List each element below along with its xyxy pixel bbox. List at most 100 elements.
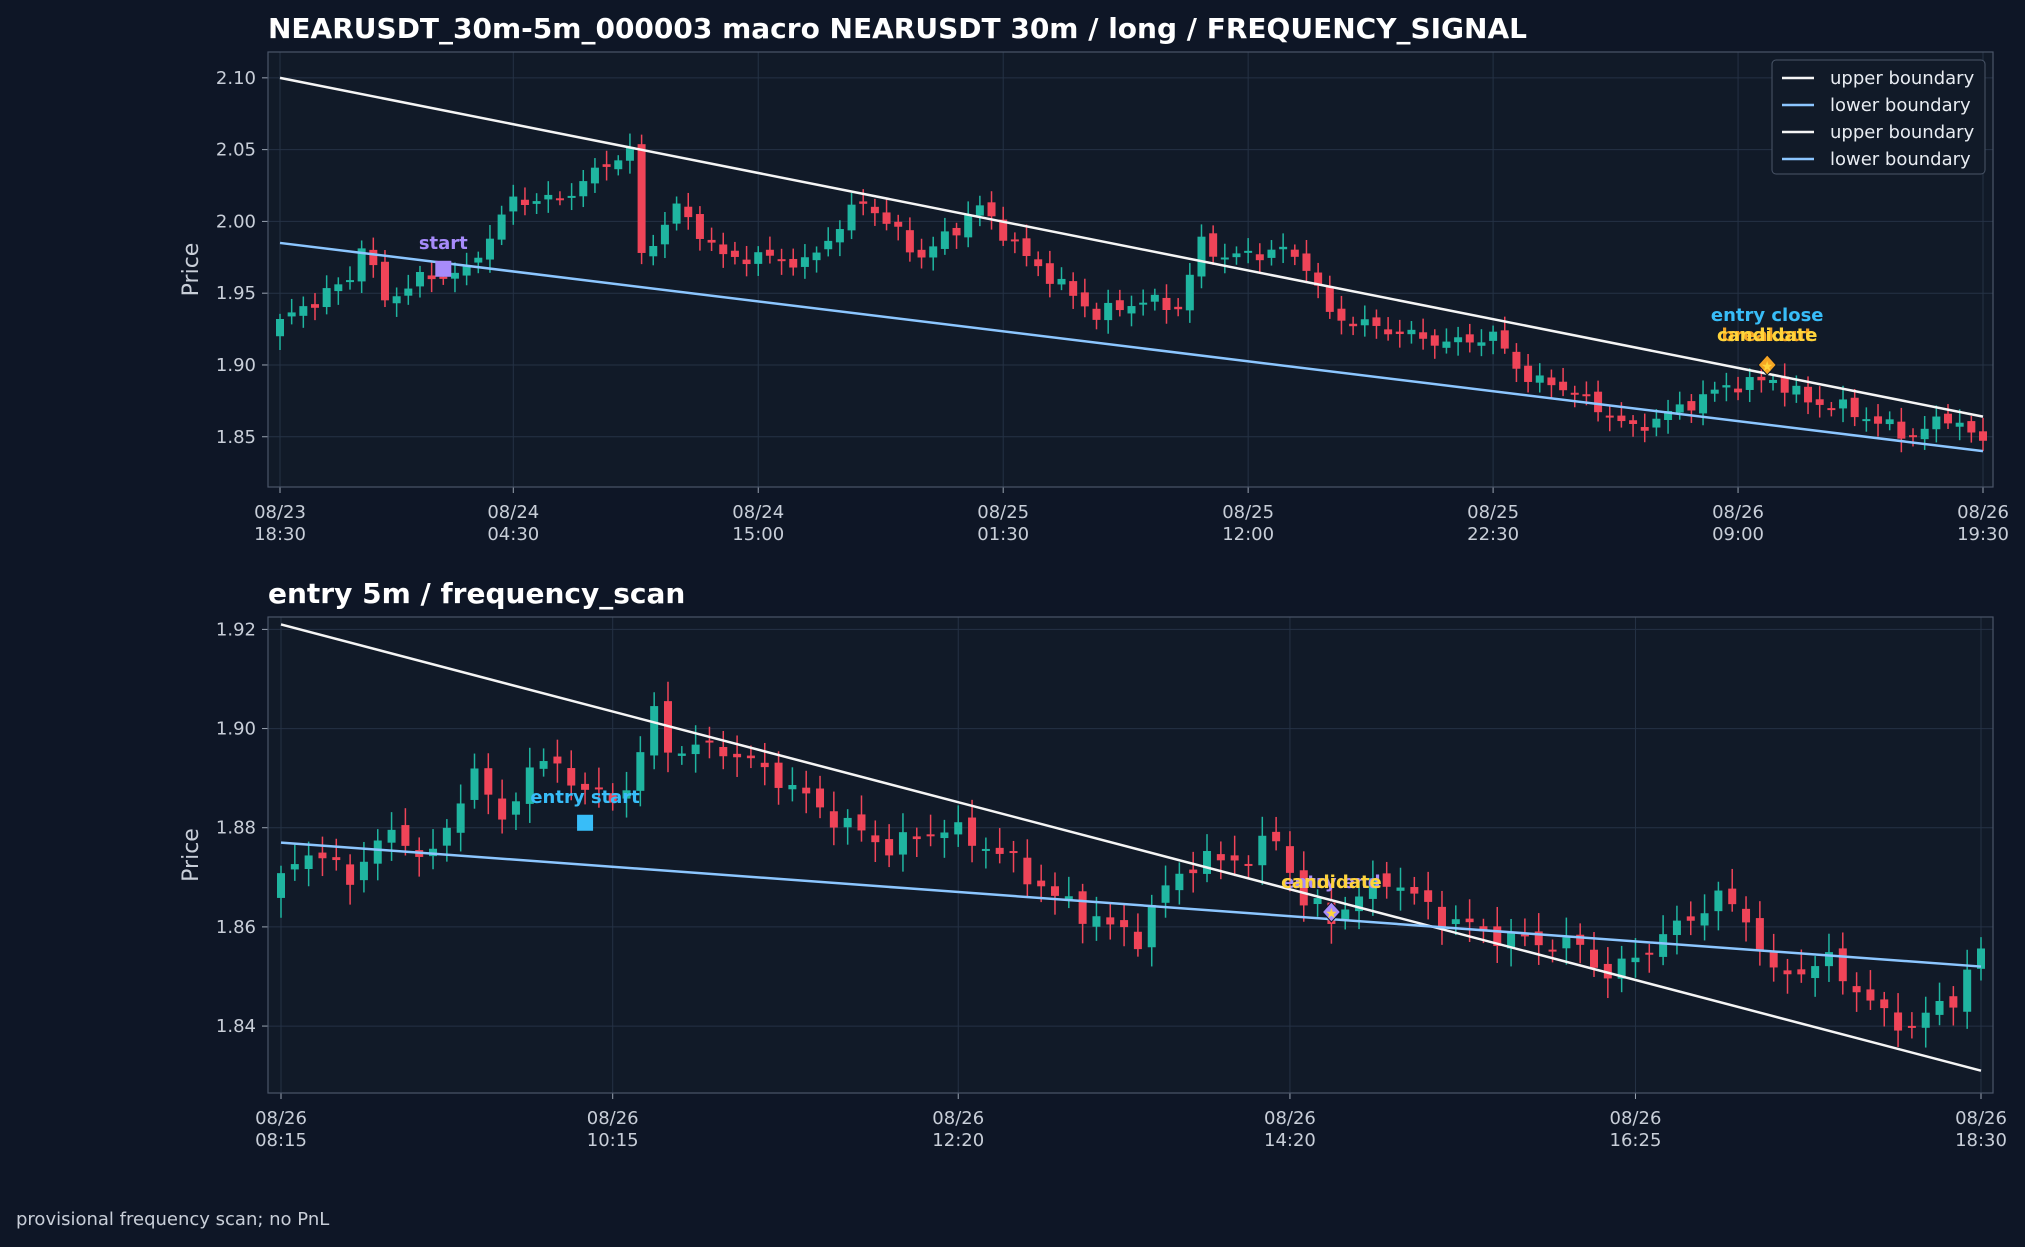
x-tick-label-time: 14:20 xyxy=(1264,1130,1316,1151)
candle-body xyxy=(1092,308,1101,320)
x-tick-label-time: 15:00 xyxy=(732,524,784,545)
candle-body xyxy=(1769,951,1778,968)
x-tick-label-date: 08/25 xyxy=(977,502,1029,523)
candle-body xyxy=(1659,934,1668,957)
candle-body xyxy=(1827,408,1836,411)
marker-entry-end xyxy=(1321,901,1342,923)
candle-body xyxy=(1534,931,1543,946)
x-tick-label-date: 08/26 xyxy=(255,1108,307,1129)
candle-body xyxy=(859,201,868,204)
candle-body xyxy=(1272,831,1281,842)
candle-body xyxy=(387,829,396,843)
candle-body xyxy=(511,801,520,815)
candle-body xyxy=(754,252,763,264)
y-tick-label: 1.95 xyxy=(216,283,256,304)
candle-body xyxy=(733,753,742,758)
candle-body xyxy=(322,288,331,308)
marker-candidate-star: ★ xyxy=(1325,906,1338,922)
candle-body xyxy=(1069,281,1078,296)
y-tick-label: 2.10 xyxy=(216,68,256,89)
candle-body xyxy=(1722,385,1731,388)
candle-body xyxy=(1590,949,1599,968)
candle-body xyxy=(952,227,961,236)
y-tick-label: 1.90 xyxy=(216,719,256,740)
candle-body xyxy=(1548,949,1557,952)
candle-body xyxy=(1862,419,1871,422)
candle-body xyxy=(987,202,996,217)
candle-body xyxy=(1852,986,1861,993)
x-tick-label-time: 16:25 xyxy=(1610,1130,1662,1151)
candle-body xyxy=(1150,294,1159,302)
candle-body xyxy=(1880,999,1889,1009)
candle-body xyxy=(1465,334,1474,343)
candle-body xyxy=(882,212,891,224)
candle-body xyxy=(1064,896,1073,900)
candle-body xyxy=(608,793,617,803)
candle-body xyxy=(894,221,903,227)
candle-body xyxy=(912,836,921,840)
legend: upper boundary lower boundary upper bounda… xyxy=(1771,59,1986,175)
marker-candidate-star: ★ xyxy=(1761,359,1774,375)
candle-body xyxy=(1524,365,1533,382)
candle-body xyxy=(509,196,518,212)
candle-body xyxy=(539,761,548,769)
candle-body xyxy=(1337,308,1346,321)
candle-body xyxy=(290,864,299,870)
candle-body xyxy=(1742,908,1751,923)
candle-body xyxy=(1547,377,1556,386)
annotation-entry-start: entry start xyxy=(530,787,640,808)
candle-body xyxy=(1255,254,1264,261)
candle-body xyxy=(1341,909,1350,920)
candle-body xyxy=(1570,392,1579,395)
candle-body xyxy=(1080,292,1089,307)
y-tick-label: 1.84 xyxy=(216,1016,256,1037)
candle-body xyxy=(1395,331,1404,335)
x-tick-label-time: 04:30 xyxy=(487,524,539,545)
candle-body xyxy=(1479,926,1488,932)
candle-body xyxy=(975,205,984,216)
candle-body xyxy=(1442,341,1451,348)
candle-body xyxy=(1500,330,1509,349)
candle-body xyxy=(532,201,541,204)
candle-body xyxy=(1520,934,1529,937)
candle-body xyxy=(1057,278,1066,285)
candle-body xyxy=(346,864,355,885)
candle-body xyxy=(345,280,354,283)
x-tick-label-time: 19:30 xyxy=(1957,524,2009,545)
candle-body xyxy=(1302,253,1311,271)
candle-body xyxy=(1963,969,1972,1012)
candle-body xyxy=(456,803,465,833)
candle-body xyxy=(1866,989,1875,1001)
candle-body xyxy=(1755,918,1764,951)
candle-body xyxy=(442,827,451,846)
candle-body xyxy=(1244,250,1253,253)
candle-body xyxy=(429,848,438,857)
candle-body xyxy=(1454,337,1463,343)
candle-body xyxy=(954,822,963,835)
candle-body xyxy=(622,790,631,799)
legend-entry-label: upper boundary xyxy=(1830,68,1975,89)
upper-boundary-line xyxy=(279,76,1984,418)
entry-chart-panel: 1.921.901.881.861.8408/2608:1508/2610:15… xyxy=(179,577,2007,1151)
candle-body xyxy=(404,288,413,296)
candle-body xyxy=(1512,351,1521,369)
candle-body xyxy=(318,852,327,859)
candle-body xyxy=(1675,404,1684,413)
candle-body xyxy=(802,787,811,794)
candle-body xyxy=(1850,397,1859,418)
candle-body xyxy=(1617,415,1626,422)
candle-body xyxy=(1710,389,1719,394)
x-tick-label-time: 09:00 xyxy=(1712,524,1764,545)
candle-body xyxy=(719,244,728,255)
candle-body xyxy=(1092,916,1101,927)
candle-body xyxy=(625,147,634,161)
candle-body xyxy=(1897,421,1906,439)
y-tick-label: 2.05 xyxy=(216,140,256,161)
candle-body xyxy=(1437,906,1446,928)
candle-body xyxy=(1949,996,1958,1008)
legend-entry-label: lower boundary xyxy=(1830,95,1971,116)
candle-body xyxy=(1232,253,1241,258)
candle-body xyxy=(369,249,378,266)
candle-body xyxy=(1792,385,1801,395)
candle-body xyxy=(1603,963,1612,979)
